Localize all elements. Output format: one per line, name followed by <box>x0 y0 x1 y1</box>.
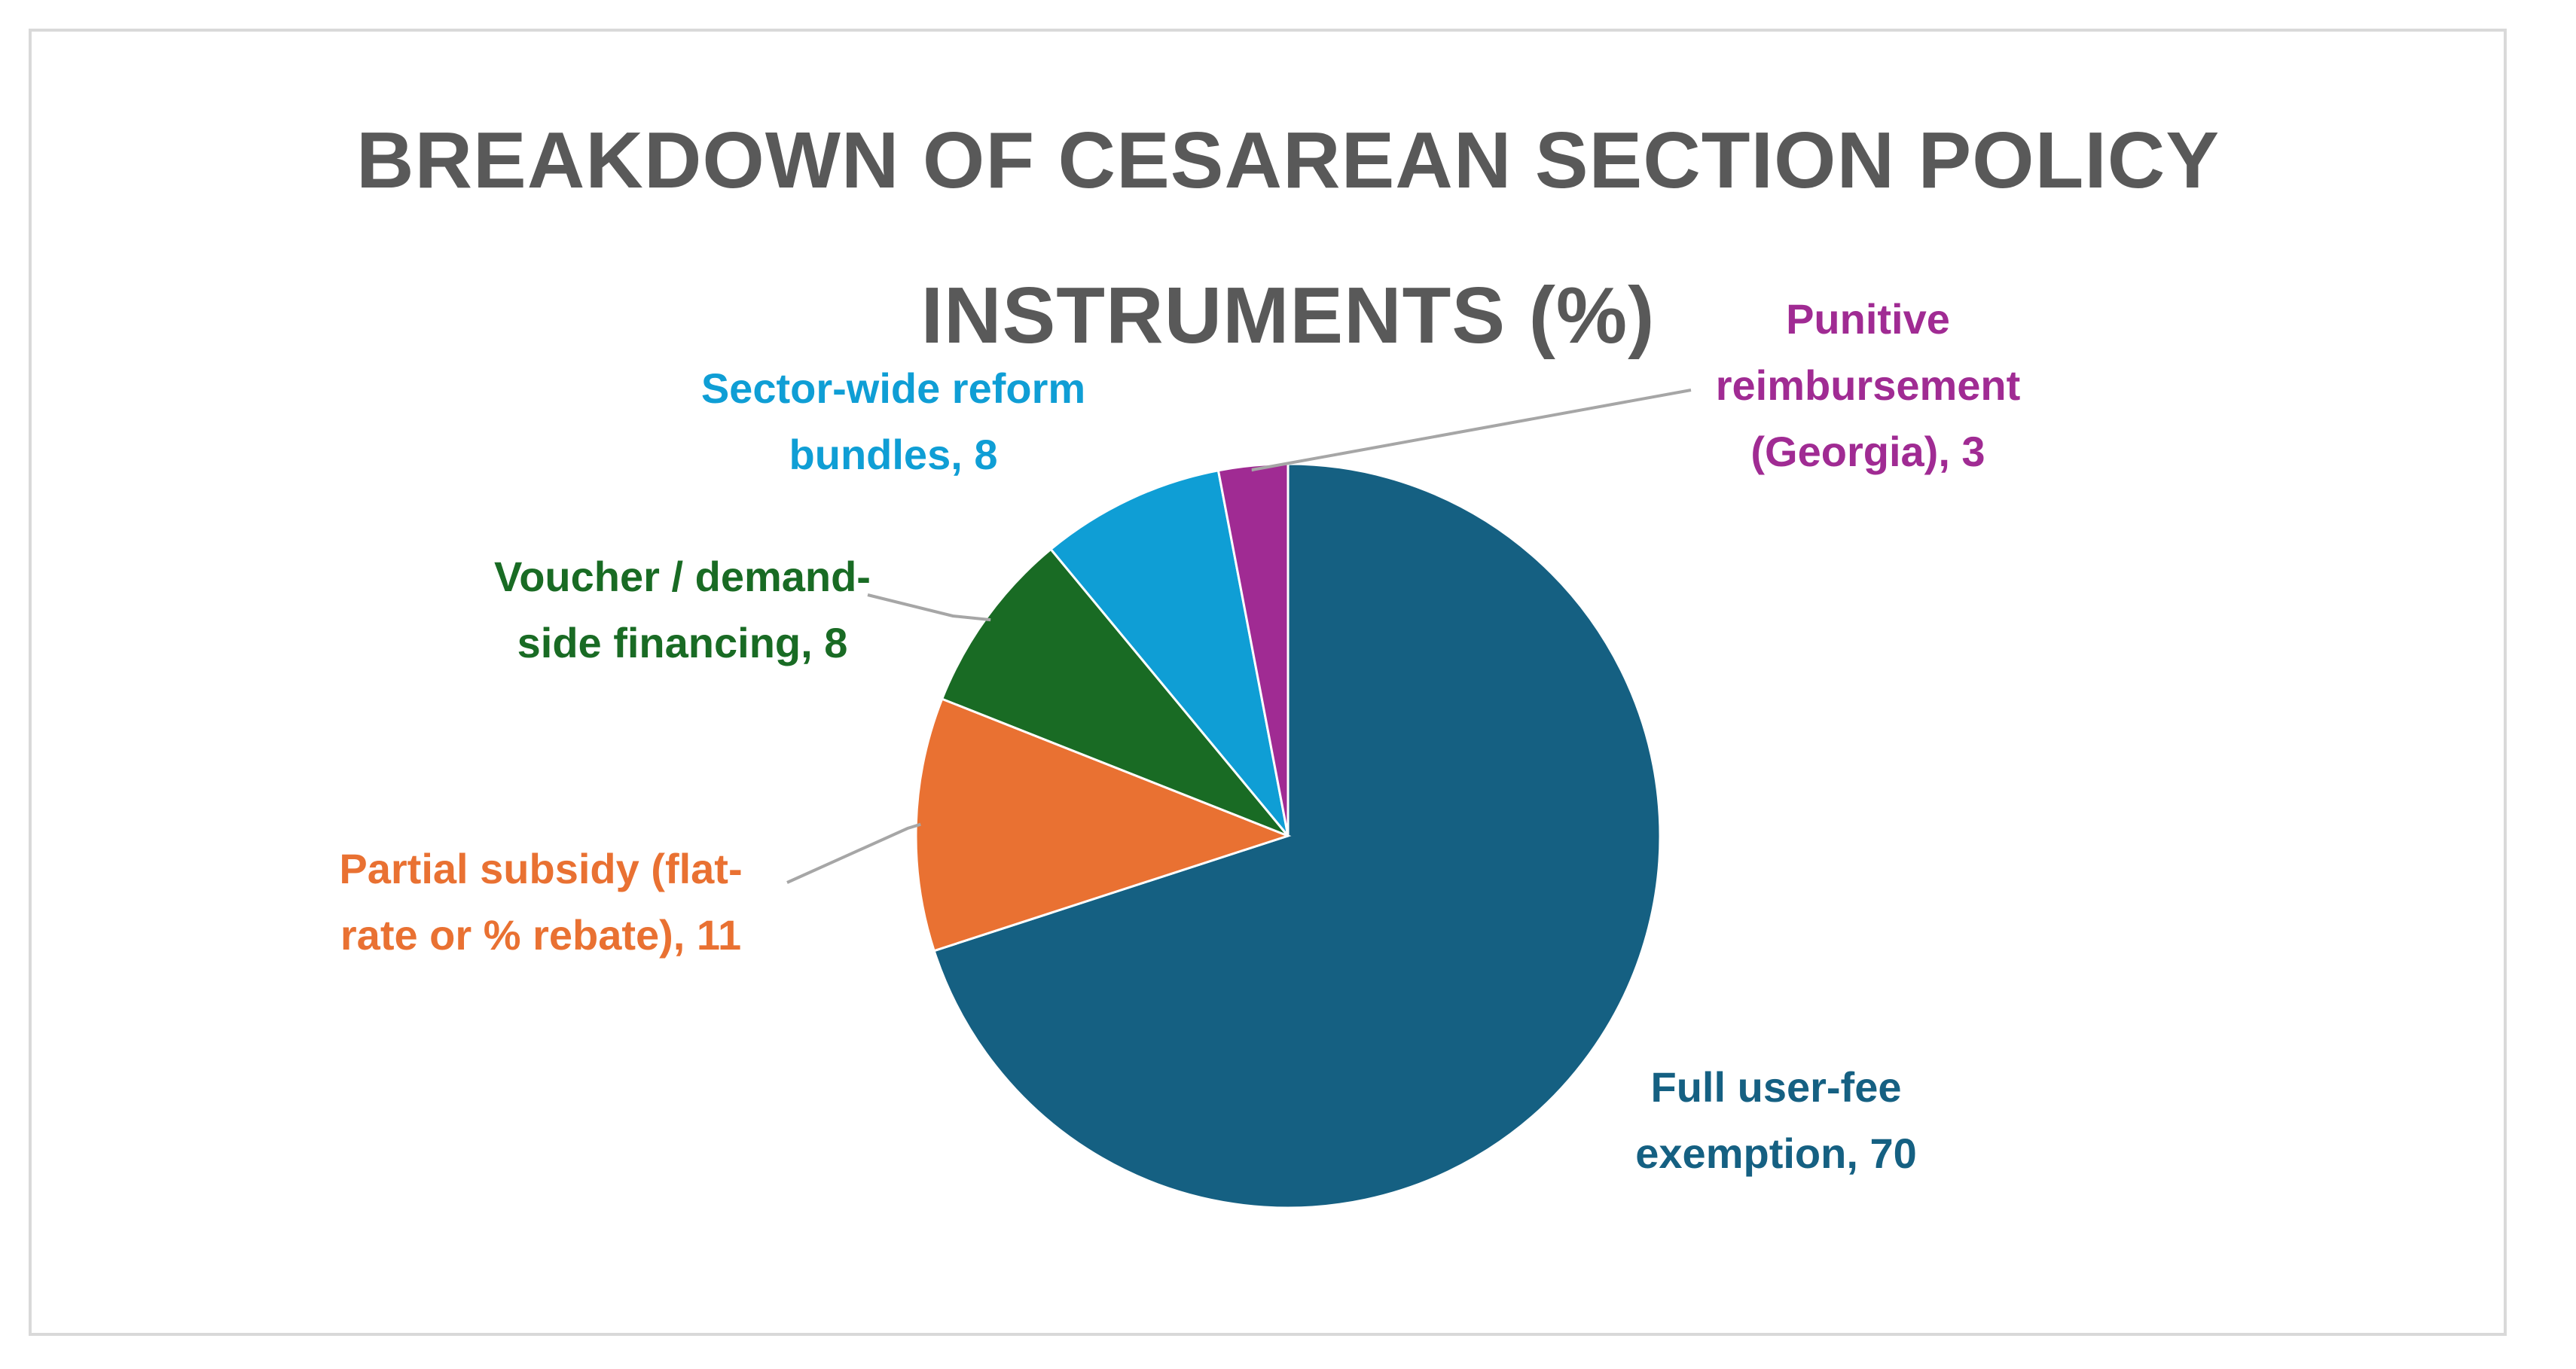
slice-label-4-line-2: (Georgia), 3 <box>1750 428 1985 475</box>
pie-slice-0 <box>932 462 1662 1209</box>
slice-label-4-line-1: reimbursement <box>1715 361 2021 409</box>
slice-label-2-line-1: side financing, 8 <box>517 619 848 666</box>
pie-slice-2 <box>940 547 1290 837</box>
slice-label-0: Full user-fee exemption, 70 <box>1324 1054 2228 1187</box>
leader-line-2 <box>867 593 991 622</box>
slice-label-3-line-1: bundles, 8 <box>789 431 998 478</box>
slice-label-1: Partial subsidy (flat-rate or % rebate),… <box>89 836 993 968</box>
pie-slice-3 <box>1048 468 1290 837</box>
leader-line-1 <box>786 822 921 884</box>
slice-label-2-line-0: Voucher / demand- <box>494 553 871 600</box>
chart-title-line-1: BREAKDOWN OF CESAREAN SECTION POLICY <box>356 116 2220 205</box>
slice-label-0-line-0: Full user-fee <box>1650 1063 1902 1111</box>
slice-label-2: Voucher / demand-side financing, 8 <box>230 544 1134 676</box>
slice-label-4-line-0: Punitive <box>1786 295 1950 343</box>
leader-line-4 <box>1251 389 1692 472</box>
slice-label-1-line-1: rate or % rebate), 11 <box>340 911 742 959</box>
chart-title-line-2: INSTRUMENTS (%) <box>920 271 1656 360</box>
chart-title: BREAKDOWN OF CESAREAN SECTION POLICY INS… <box>0 83 2576 393</box>
slice-label-3: Sector-wide reform bundles, 8 <box>441 355 1345 488</box>
slice-label-4: Punitive reimbursement (Georgia), 3 <box>1416 286 2320 485</box>
slice-label-1-line-0: Partial subsidy (flat- <box>339 845 743 892</box>
slice-label-0-line-1: exemption, 70 <box>1635 1130 1917 1177</box>
slice-label-3-line-0: Sector-wide reform <box>700 364 1086 412</box>
